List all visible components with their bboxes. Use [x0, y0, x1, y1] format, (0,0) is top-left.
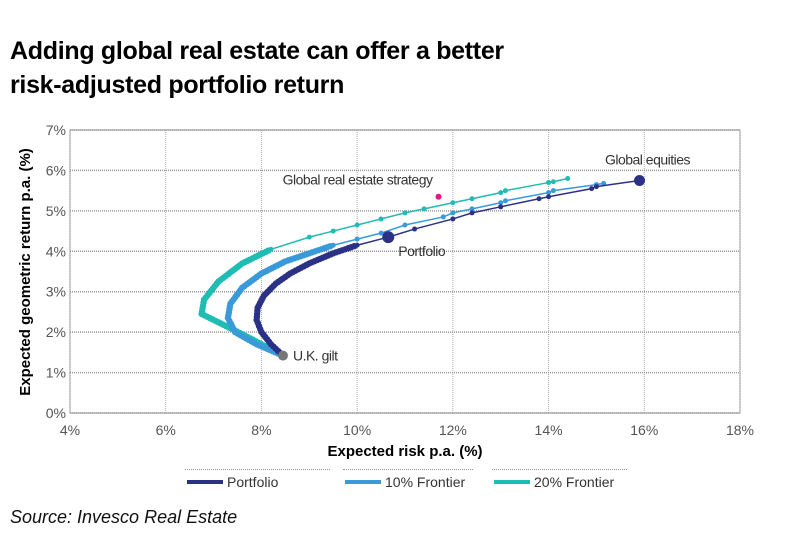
- x-tick-label: 12%: [439, 422, 467, 438]
- data-point: [550, 179, 556, 185]
- legend-label: Portfolio: [227, 474, 279, 490]
- data-point: [354, 242, 360, 248]
- data-point: [450, 200, 456, 206]
- series-line: [255, 179, 640, 357]
- data-point: [354, 222, 360, 228]
- legend-divider: [185, 469, 330, 471]
- legend-item-10-frontier: 10% Frontier: [345, 474, 465, 490]
- data-point: [421, 206, 427, 212]
- data-point: [402, 210, 408, 216]
- x-tick-label: 4%: [60, 422, 80, 438]
- data-point: [503, 198, 508, 204]
- title-line-2: risk-adjusted portfolio return: [10, 71, 345, 99]
- data-point: [546, 190, 552, 196]
- y-axis-label: Expected geometric return p.a. (%): [17, 148, 34, 396]
- data-point: [546, 180, 552, 186]
- data-point: [402, 222, 408, 228]
- data-point: [498, 190, 504, 196]
- y-tick-label: 6%: [46, 162, 66, 178]
- x-tick-label: 10%: [343, 422, 371, 438]
- chart-title: Adding global real estate can offer a be…: [10, 34, 790, 102]
- legend-item-20-frontier: 20% Frontier: [494, 474, 614, 490]
- data-point: [550, 188, 556, 194]
- y-tick-label: 2%: [46, 324, 66, 340]
- data-point: [601, 180, 607, 186]
- data-point: [593, 184, 599, 190]
- data-point: [589, 186, 595, 192]
- x-axis-label: Expected risk p.a. (%): [327, 443, 482, 460]
- x-tick-label: 18%: [726, 422, 754, 438]
- data-point: [330, 242, 336, 248]
- uk-gilt-marker: [277, 350, 288, 361]
- series-line: [227, 182, 604, 357]
- legend-divider: [343, 469, 473, 471]
- series-portfolio: [253, 178, 642, 359]
- legend-item-portfolio: Portfolio: [187, 474, 278, 490]
- data-point: [498, 204, 504, 210]
- tick-labels: 4% 6% 8% 10% 12% 14% 16% 18% 0% 1% 2% 3% 4% 5% 6% 7%: [46, 122, 754, 438]
- data-point: [412, 226, 418, 232]
- series-line: [200, 177, 568, 357]
- y-tick-label: 4%: [46, 243, 66, 259]
- data-point: [565, 176, 571, 182]
- legend-label: 20% Frontier: [534, 474, 615, 490]
- global-equities-marker: [634, 175, 645, 187]
- x-tick-label: 6%: [156, 422, 176, 438]
- grid: [69, 129, 741, 414]
- y-tick-label: 5%: [46, 203, 66, 219]
- legend-divider: [492, 469, 627, 471]
- data-point: [503, 188, 508, 194]
- data-point: [378, 230, 384, 236]
- data-point: [450, 216, 456, 222]
- uk-gilt-label: U.K. gilt: [293, 348, 338, 364]
- series: [198, 176, 642, 359]
- data-point: [440, 214, 446, 220]
- y-tick-label: 1%: [46, 365, 66, 381]
- global-real-estate-strategy-label: Global real estate strategy: [283, 172, 433, 188]
- annotations: Global equities Global real estate strate…: [277, 152, 691, 364]
- data-point: [306, 234, 312, 240]
- data-point: [469, 196, 475, 202]
- portfolio-label: Portfolio: [398, 243, 446, 259]
- legend-label: 10% Frontier: [385, 474, 466, 490]
- x-tick-label: 14%: [535, 422, 563, 438]
- data-point: [450, 210, 456, 216]
- x-tick-label: 8%: [251, 422, 271, 438]
- data-point: [378, 216, 384, 222]
- data-point: [354, 236, 360, 242]
- legend-swatch: [494, 480, 530, 484]
- data-point: [498, 200, 504, 206]
- global-equities-label: Global equities: [605, 152, 691, 168]
- portfolio-marker: [382, 231, 395, 244]
- y-tick-label: 3%: [46, 284, 66, 300]
- y-tick-label: 7%: [46, 122, 66, 138]
- legend-swatch: [187, 480, 223, 484]
- source-note: Source: Invesco Real Estate: [10, 507, 238, 527]
- legend-swatch: [345, 480, 381, 484]
- data-point: [469, 206, 475, 212]
- data-point: [268, 246, 274, 252]
- data-point: [546, 194, 552, 200]
- x-tick-label: 16%: [630, 422, 658, 438]
- data-point: [330, 228, 336, 234]
- global-real-estate-strategy-marker: [435, 193, 442, 200]
- data-point: [536, 196, 542, 202]
- y-tick-label: 0%: [46, 405, 66, 421]
- title-line-1: Adding global real estate can offer a be…: [10, 37, 504, 65]
- data-point: [469, 210, 475, 216]
